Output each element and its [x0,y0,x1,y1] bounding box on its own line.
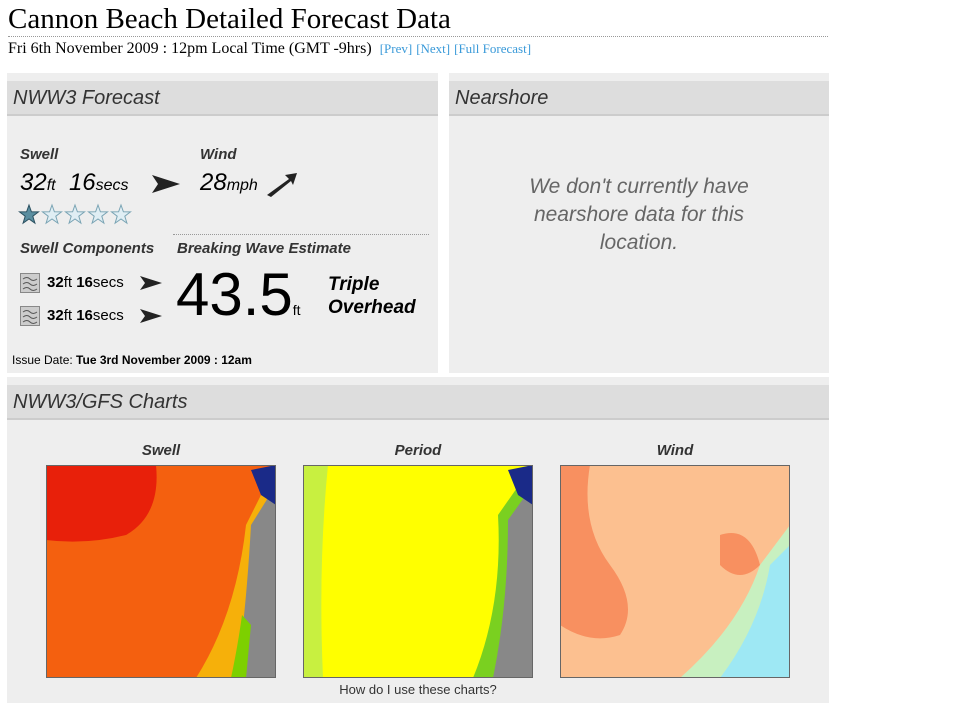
component-row: 32ft 16secs [20,271,170,297]
issue-date: Issue Date: Tue 3rd November 2009 : 12am [12,353,252,367]
next-link[interactable]: [Next] [416,41,451,56]
unit: ft [292,302,301,318]
component-icon [20,306,40,326]
component-arrow [140,309,162,323]
arrow [140,309,162,323]
component-period: 16 [76,274,93,291]
breaking-height: 43.5 [176,261,293,328]
unit: secs [92,307,124,324]
component-row: 32ft 16secs [20,304,170,330]
unit: ft [46,177,56,194]
chart-title: Wind [656,442,694,459]
components-label: Swell Components [20,240,155,257]
unit: secs [92,274,124,291]
forecast-panel: NWW3 Forecast Swell 32ft 16secs Wind 28m… [7,73,438,373]
period-map[interactable] [303,465,533,678]
unit: ft [63,307,73,324]
swell-value: 32ft 16secs [20,169,129,197]
wind-value: 28mph [200,169,258,197]
wind-arrow [267,173,297,197]
star-rating [18,203,132,225]
star [110,203,132,225]
chart-title: Swell [141,442,181,459]
panel-heading: NWW3 Forecast [7,81,438,116]
star [64,203,86,225]
component-icon [20,273,40,293]
issue-label: Issue Date: [12,353,73,367]
breaking-description: Triple Overhead [328,274,416,318]
wind-speed: 28 [200,169,227,196]
subtitle: Fri 6th November 2009 : 12pm Local Time … [8,40,531,58]
nearshore-panel: Nearshore We don't currently have nearsh… [449,73,829,373]
chart-title: Period [394,442,442,459]
panel-heading: NWW3/GFS Charts [7,385,829,420]
component-text: 32ft 16secs [47,307,124,324]
panel-heading: Nearshore [449,81,829,116]
unit: secs [95,177,129,194]
wind-map[interactable] [560,465,790,678]
charts-panel: NWW3/GFS Charts Swell Period Wind How do… [7,377,829,703]
component-height: 32 [47,307,64,324]
component-period: 16 [76,307,93,324]
issue-value: Tue 3rd November 2009 : 12am [76,353,252,367]
swell-arrow [152,175,180,193]
unit: mph [226,177,258,194]
nearshore-message: We don't currently have nearshore data f… [529,175,749,254]
component-height: 32 [47,274,64,291]
swell-height: 32 [20,169,47,196]
component-text: 32ft 16secs [47,274,124,291]
swell-label: Swell [20,146,59,163]
wind-label: Wind [200,146,237,163]
full-forecast-link[interactable]: [Full Forecast] [454,41,532,56]
star [41,203,63,225]
unit: ft [63,274,73,291]
icon-wave [22,310,38,324]
swell-period: 16 [68,169,96,196]
component-arrow [140,276,162,290]
star [18,203,40,225]
swell-map[interactable] [46,465,276,678]
breaking-value: 43.5ft [176,259,301,346]
date-line: Fri 6th November 2009 : 12pm Local Time … [8,40,372,57]
icon-wave [22,277,38,291]
arrow [140,276,162,290]
page-title: Cannon Beach Detailed Forecast Data [8,2,828,37]
divider [173,234,429,235]
charts-help[interactable]: How do I use these charts? [339,682,497,697]
star [87,203,109,225]
breaking-label: Breaking Wave Estimate [177,240,351,257]
prev-link[interactable]: [Prev] [379,41,413,56]
